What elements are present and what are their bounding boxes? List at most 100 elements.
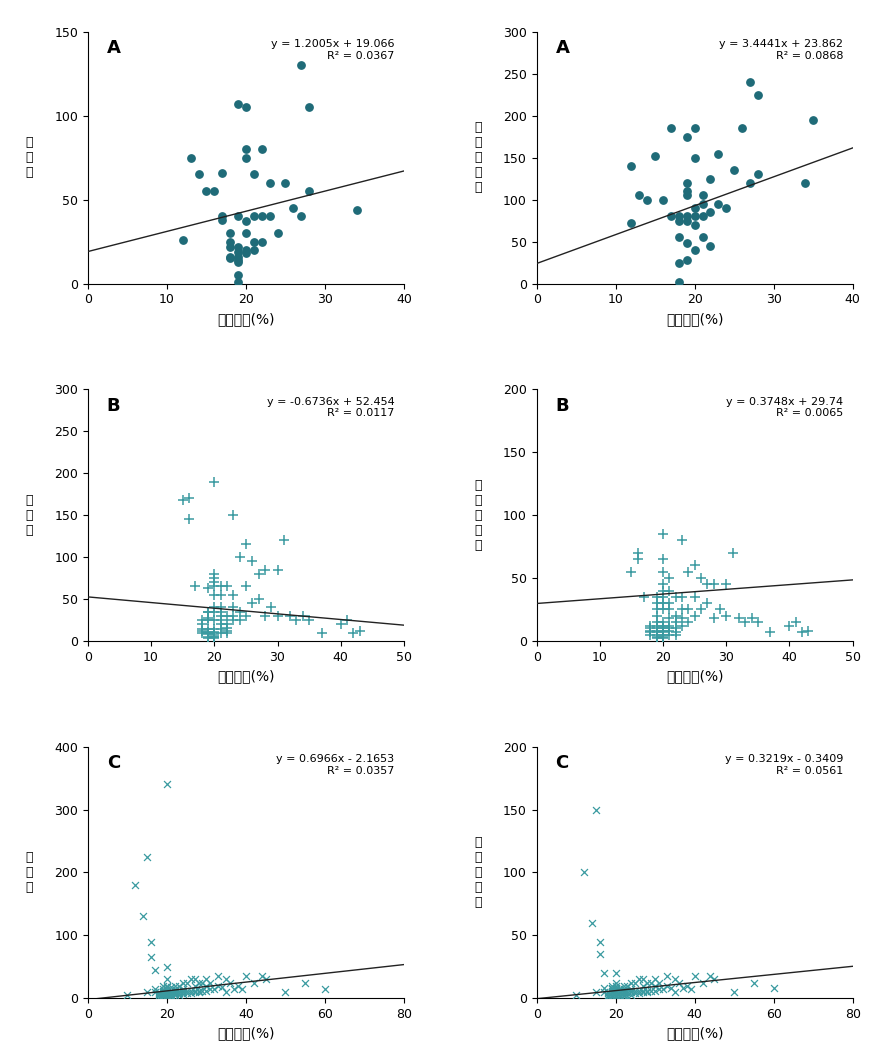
Point [298, 974, 312, 991]
Point [655, 614, 669, 631]
Point [674, 532, 688, 549]
Point [663, 208, 677, 225]
Point [630, 550, 644, 567]
Point [201, 620, 215, 637]
Point [314, 624, 328, 641]
Point [668, 607, 682, 624]
Point [687, 208, 701, 225]
Point [726, 983, 740, 1000]
Point [649, 630, 663, 647]
Point [263, 174, 277, 191]
Point [655, 623, 669, 640]
Point [612, 984, 626, 1001]
Point [203, 980, 217, 997]
Point [608, 983, 622, 1000]
Point [213, 612, 227, 629]
Point [655, 595, 669, 612]
Point [702, 204, 716, 221]
Text: y = 1.2005x + 19.066
R² = 0.0367: y = 1.2005x + 19.066 R² = 0.0367 [270, 39, 394, 61]
Point [160, 982, 174, 999]
Point [750, 614, 764, 631]
Point [201, 630, 215, 647]
Point [207, 624, 221, 641]
Point [655, 620, 669, 637]
Point [223, 250, 237, 267]
Point [152, 984, 166, 1001]
Point [195, 974, 209, 991]
Point [213, 578, 227, 595]
Point [223, 974, 237, 991]
Text: y = 0.3219x - 0.3409
R² = 0.0561: y = 0.3219x - 0.3409 R² = 0.0561 [724, 754, 842, 775]
Point [247, 208, 261, 225]
Point [251, 565, 265, 582]
Point [679, 174, 693, 191]
Point [201, 612, 215, 629]
Point [247, 233, 261, 250]
Point [302, 612, 316, 629]
Point [584, 914, 598, 931]
Point [706, 576, 720, 593]
Point [661, 620, 675, 637]
Point [207, 629, 221, 646]
Point [239, 578, 253, 595]
X-axis label: 최저습도(%): 최저습도(%) [666, 1027, 723, 1041]
Point [649, 595, 663, 612]
Point [255, 967, 269, 984]
Point [220, 624, 234, 641]
Text: A: A [555, 39, 569, 57]
Point [239, 213, 253, 230]
Point [194, 624, 208, 641]
Point [207, 629, 221, 646]
Point [674, 588, 688, 605]
Point [687, 607, 701, 624]
Point [604, 988, 618, 1005]
Point [213, 599, 227, 616]
Point [623, 981, 637, 998]
Point [655, 629, 669, 646]
Point [655, 191, 669, 208]
Point [649, 623, 663, 640]
Point [637, 588, 651, 605]
Point [628, 984, 642, 1001]
Point [207, 183, 221, 200]
Point [207, 627, 221, 644]
Point [674, 610, 688, 627]
Point [194, 620, 208, 637]
Point [182, 490, 196, 507]
Point [649, 588, 663, 605]
Point [160, 978, 174, 995]
Point [239, 141, 253, 158]
Point [655, 588, 669, 605]
Point [604, 980, 618, 997]
Point [680, 614, 694, 631]
Point [160, 989, 174, 1006]
Point [140, 983, 154, 1000]
Point [207, 612, 221, 629]
Point [620, 988, 634, 1005]
Point [247, 166, 261, 183]
Point [710, 145, 724, 162]
Point [194, 612, 208, 629]
Point [231, 267, 245, 284]
Point [781, 617, 795, 634]
Point [600, 983, 614, 1000]
Point [623, 563, 637, 580]
Point [255, 233, 269, 250]
Point [349, 201, 363, 218]
Point [207, 573, 221, 590]
Point [644, 982, 658, 999]
Point [258, 971, 272, 988]
Point [184, 984, 198, 1001]
Point [700, 595, 714, 612]
Point [176, 232, 190, 249]
Point [671, 273, 685, 290]
Point [201, 580, 215, 597]
Point [144, 933, 158, 950]
Point [160, 988, 174, 1005]
Point [207, 980, 221, 997]
Point [155, 988, 169, 1005]
Point [687, 200, 701, 217]
Point [191, 166, 205, 183]
Point [687, 241, 701, 258]
Point [203, 974, 217, 991]
